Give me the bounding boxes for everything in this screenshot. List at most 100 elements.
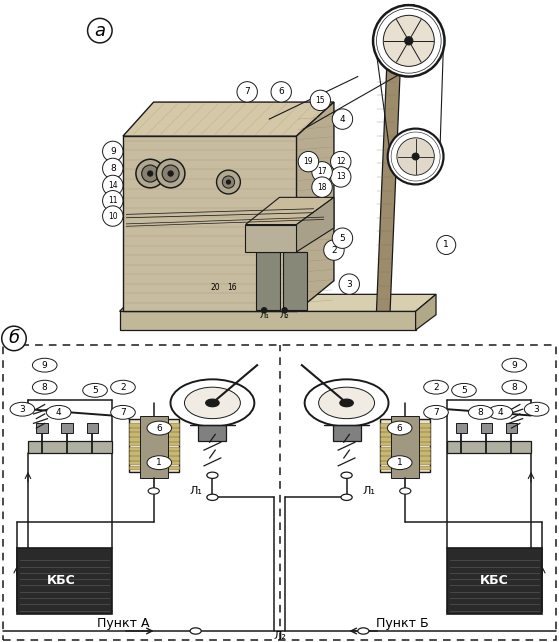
Circle shape xyxy=(437,236,456,254)
Text: Л₁: Л₁ xyxy=(362,486,376,496)
Bar xyxy=(140,415,168,478)
Circle shape xyxy=(387,456,412,469)
Text: 7: 7 xyxy=(244,87,250,96)
Circle shape xyxy=(271,82,291,102)
Bar xyxy=(481,423,492,433)
Text: 12: 12 xyxy=(336,157,345,166)
Bar xyxy=(61,423,73,433)
Text: 3: 3 xyxy=(347,280,352,289)
Text: Л₁: Л₁ xyxy=(189,486,202,496)
Circle shape xyxy=(424,406,448,419)
Bar xyxy=(129,442,179,446)
Circle shape xyxy=(216,170,240,194)
Text: 6: 6 xyxy=(157,424,162,433)
Circle shape xyxy=(157,159,185,188)
Text: 5: 5 xyxy=(339,234,345,243)
Bar xyxy=(380,423,430,426)
Circle shape xyxy=(319,387,375,419)
Text: 8: 8 xyxy=(478,408,484,417)
Circle shape xyxy=(397,138,434,175)
Text: б: б xyxy=(8,329,20,347)
Text: а: а xyxy=(94,22,105,40)
Polygon shape xyxy=(245,225,296,252)
Text: 7: 7 xyxy=(433,408,439,417)
Circle shape xyxy=(412,153,419,160)
Circle shape xyxy=(312,177,332,197)
Circle shape xyxy=(148,488,159,494)
Text: 19: 19 xyxy=(304,157,313,166)
Circle shape xyxy=(32,380,57,394)
Text: 4: 4 xyxy=(56,408,61,417)
Text: 10: 10 xyxy=(108,212,117,221)
Bar xyxy=(447,548,542,614)
Text: 5: 5 xyxy=(461,386,467,395)
Text: 1: 1 xyxy=(443,241,449,250)
Circle shape xyxy=(111,406,135,419)
Bar xyxy=(129,437,179,440)
Bar xyxy=(129,428,179,431)
Text: 14: 14 xyxy=(108,181,117,190)
Bar xyxy=(129,433,179,436)
Circle shape xyxy=(226,180,230,184)
Bar xyxy=(456,423,467,433)
Bar xyxy=(283,252,307,309)
Circle shape xyxy=(330,152,351,172)
Text: 20: 20 xyxy=(210,283,220,292)
Circle shape xyxy=(282,308,287,313)
Circle shape xyxy=(339,274,359,294)
Circle shape xyxy=(206,399,219,406)
Text: Л₂: Л₂ xyxy=(280,311,290,320)
Circle shape xyxy=(102,158,123,178)
Text: 2: 2 xyxy=(433,383,439,392)
Text: 8: 8 xyxy=(511,383,517,392)
Text: Пункт Б: Пункт Б xyxy=(376,616,429,630)
Polygon shape xyxy=(296,197,334,252)
Circle shape xyxy=(147,456,172,469)
Circle shape xyxy=(168,171,173,177)
Text: Л₂: Л₂ xyxy=(273,630,286,641)
Bar xyxy=(380,456,430,460)
Text: 9: 9 xyxy=(511,361,517,370)
Circle shape xyxy=(184,387,240,419)
Text: 4: 4 xyxy=(498,408,503,417)
Circle shape xyxy=(332,109,353,129)
Text: 2: 2 xyxy=(120,383,126,392)
Circle shape xyxy=(330,167,351,187)
Text: КБС: КБС xyxy=(47,574,76,587)
Bar xyxy=(129,419,179,472)
Circle shape xyxy=(190,628,201,634)
Circle shape xyxy=(332,228,353,248)
Circle shape xyxy=(312,162,332,182)
Polygon shape xyxy=(123,102,334,136)
Text: 16: 16 xyxy=(227,283,236,292)
Text: 3: 3 xyxy=(534,404,539,413)
Bar xyxy=(380,437,430,440)
Circle shape xyxy=(405,37,413,45)
Circle shape xyxy=(324,240,344,260)
Bar xyxy=(129,461,179,464)
Polygon shape xyxy=(123,136,296,311)
Text: 15: 15 xyxy=(315,96,325,105)
Bar xyxy=(447,440,531,453)
Bar xyxy=(129,447,179,450)
Polygon shape xyxy=(376,68,400,311)
Circle shape xyxy=(262,308,267,313)
Bar xyxy=(380,465,430,469)
Circle shape xyxy=(170,379,254,426)
Circle shape xyxy=(141,165,159,182)
Bar xyxy=(380,442,430,446)
Text: 18: 18 xyxy=(318,182,327,192)
Bar xyxy=(28,440,112,453)
Circle shape xyxy=(388,128,443,184)
Circle shape xyxy=(83,383,107,397)
Bar xyxy=(380,433,430,436)
Text: 6: 6 xyxy=(397,424,402,433)
Circle shape xyxy=(310,90,330,110)
Circle shape xyxy=(147,421,172,435)
Circle shape xyxy=(298,152,319,172)
Bar xyxy=(380,461,430,464)
Circle shape xyxy=(341,494,352,501)
Circle shape xyxy=(111,380,135,394)
Bar xyxy=(129,465,179,469)
Text: КБС: КБС xyxy=(480,574,509,587)
